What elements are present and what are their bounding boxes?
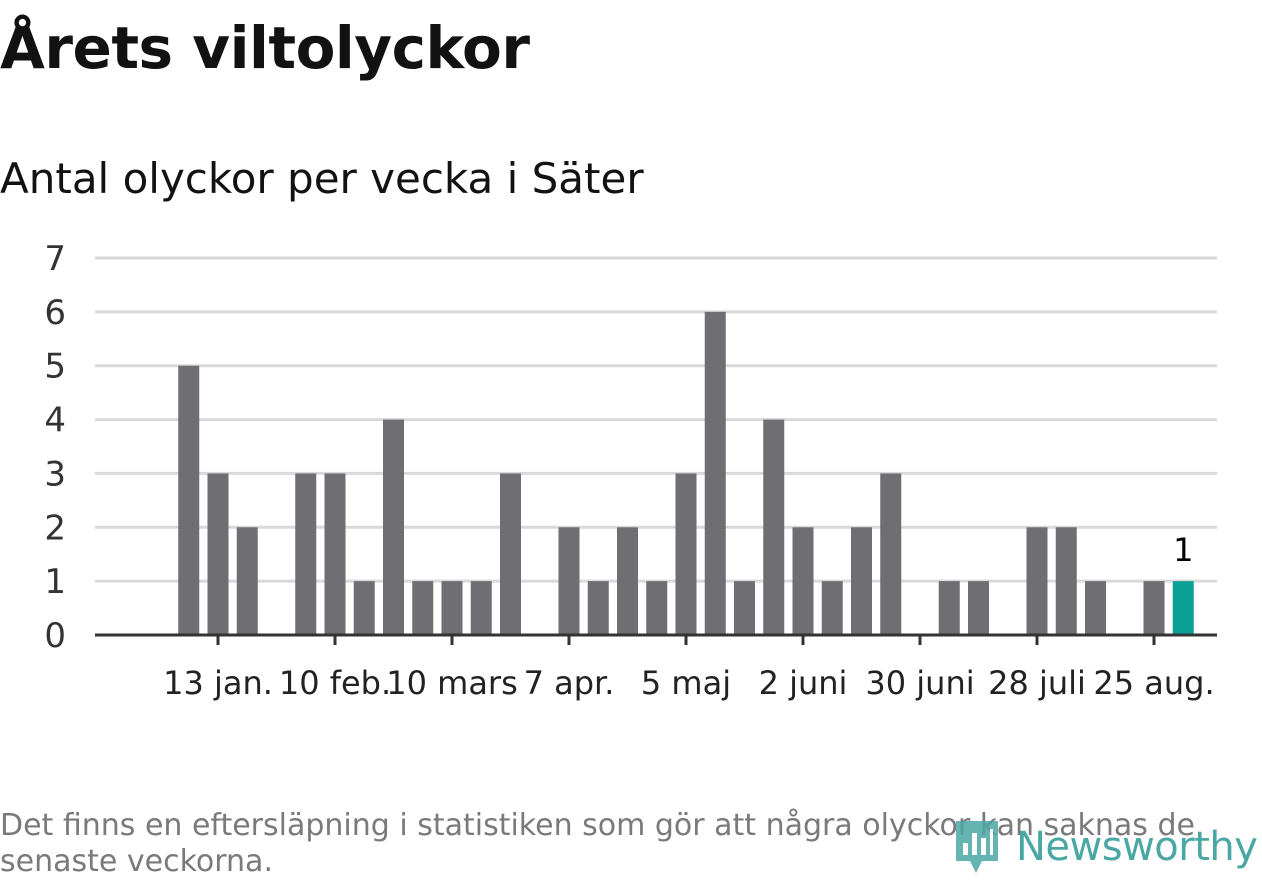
chart-title: Årets viltolyckor	[0, 14, 530, 82]
bar	[1026, 527, 1048, 635]
chart-subtitle: Antal olyckor per vecka i Säter	[0, 154, 644, 203]
newsworthy-logo-icon	[956, 821, 998, 873]
bar	[324, 473, 346, 635]
bar	[500, 473, 521, 635]
y-tick-label: 0	[44, 616, 66, 656]
bar	[1085, 581, 1106, 635]
bar	[821, 581, 843, 635]
gridlines	[95, 256, 1217, 583]
x-tick-label: 2 juni	[759, 664, 848, 702]
x-tick-label: 25 aug.	[1093, 664, 1214, 702]
logo-text: Newsworthy	[1016, 824, 1258, 870]
bar	[470, 581, 492, 635]
bar	[1055, 527, 1077, 635]
y-tick-label: 3	[44, 454, 66, 494]
bar	[704, 311, 726, 635]
bar	[851, 527, 872, 635]
x-tick-label: 10 mars	[386, 664, 518, 702]
data-labels: 1	[1170, 528, 1196, 572]
newsworthy-logo: Newsworthy	[952, 816, 1262, 878]
bars	[178, 311, 1194, 635]
bar	[1143, 581, 1165, 635]
x-tick-label: 28 juli	[988, 664, 1086, 702]
bar	[207, 473, 229, 635]
x-tick-label: 30 juni	[865, 664, 974, 702]
x-tick-label: 10 feb.	[279, 664, 391, 702]
y-tick-label: 2	[44, 508, 66, 548]
bar	[412, 581, 434, 635]
bar	[558, 527, 580, 635]
bar	[646, 581, 668, 635]
bar	[295, 473, 317, 635]
bar	[441, 581, 463, 635]
bar	[968, 581, 989, 635]
y-tick-label: 6	[44, 293, 66, 333]
bar	[763, 419, 785, 635]
bar	[178, 365, 200, 635]
x-tick-label: 7 apr.	[524, 664, 615, 702]
data-label: 1	[1173, 531, 1193, 569]
bar	[938, 581, 960, 635]
y-tick-label: 7	[44, 239, 66, 279]
y-tick-label: 4	[44, 401, 66, 441]
y-tick-label: 1	[44, 562, 66, 602]
bar	[880, 473, 902, 635]
bar	[236, 527, 258, 635]
x-axis-ticks: 13 jan. 10 feb.10 mars 7 apr. 5 maj 2 juni 30…	[163, 635, 1215, 702]
bar	[734, 581, 755, 635]
x-tick-label: 5 maj	[641, 664, 731, 702]
bar	[792, 527, 814, 635]
bar	[675, 473, 697, 635]
y-tick-label: 5	[44, 347, 66, 387]
highlight-bar	[1172, 581, 1194, 635]
bar	[587, 581, 609, 635]
y-axis-ticks: 0 1 2 3 4 5 6 7	[44, 239, 66, 656]
bar	[383, 419, 404, 635]
x-tick-label: 13 jan.	[163, 664, 273, 702]
bar-chart: 0 1 2 3 4 5 6 7 13 jan. 10 feb.10 mars 7 apr. 5 ma…	[44, 239, 1217, 702]
bar	[353, 581, 375, 635]
bar	[617, 527, 638, 635]
